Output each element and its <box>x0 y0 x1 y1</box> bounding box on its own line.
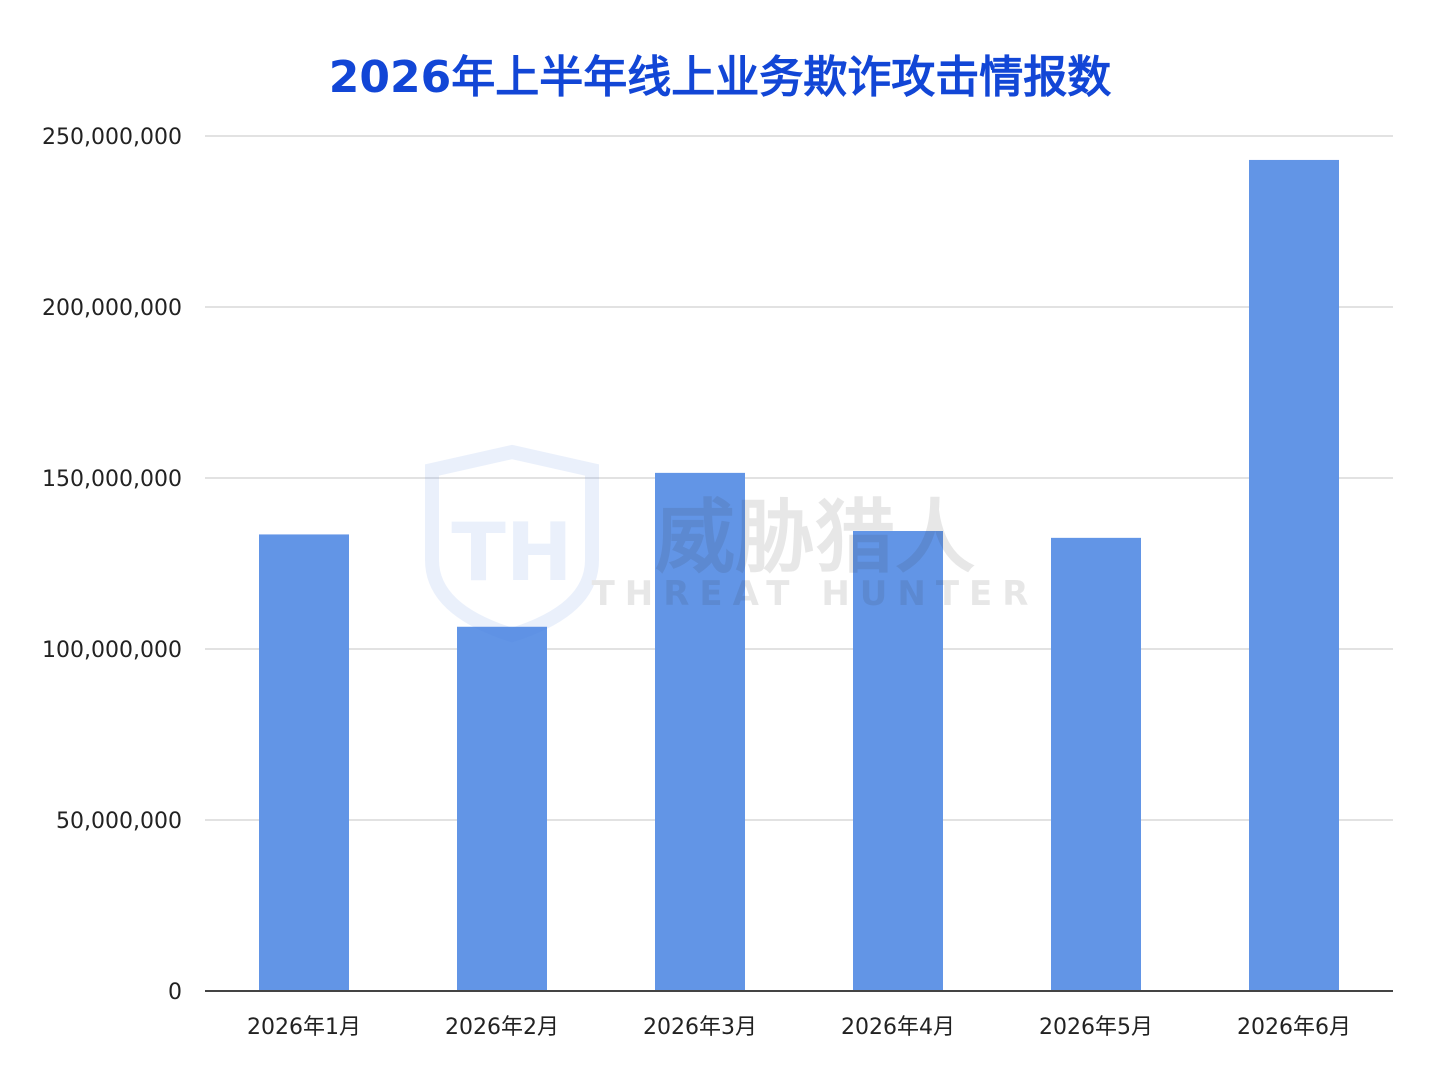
bar <box>655 472 745 991</box>
watermark-name-en: THREAT HUNTER <box>592 574 1039 614</box>
watermark-logo-letters: TH <box>451 506 573 599</box>
watermark-name-cn: 威胁猎人 <box>655 491 975 584</box>
x-tick-label: 2026年4月 <box>841 1015 955 1040</box>
bar <box>1051 537 1141 991</box>
bar <box>259 534 349 991</box>
x-tick-label: 2026年2月 <box>445 1015 559 1040</box>
y-tick-label: 50,000,000 <box>56 809 182 834</box>
bar <box>457 626 547 991</box>
y-tick-label: 200,000,000 <box>42 296 182 321</box>
chart-title: 2026年上半年线上业务欺诈攻击情报数 <box>329 52 1111 103</box>
shield-logo-icon <box>425 444 599 643</box>
x-axis-ticks: 2026年1月 2026年2月 2026年3月 2026年4月 2026年5月 2026年… <box>247 1015 1351 1040</box>
x-tick-label: 2026年5月 <box>1039 1015 1153 1040</box>
y-axis-ticks: 0 50,000,000 100,000,000 150,000,000 200,000… <box>42 125 182 1005</box>
y-tick-label: 150,000,000 <box>42 467 182 492</box>
y-tick-label: 250,000,000 <box>42 125 182 150</box>
bar <box>1249 159 1339 991</box>
y-tick-label: 0 <box>168 980 182 1005</box>
x-tick-label: 2026年1月 <box>247 1015 361 1040</box>
x-tick-label: 2026年6月 <box>1237 1015 1351 1040</box>
watermark: TH 威胁猎人 THREAT HUNTER <box>425 444 1039 643</box>
bars <box>259 159 1339 991</box>
bar <box>853 531 943 991</box>
y-tick-label: 100,000,000 <box>42 638 182 663</box>
gridlines <box>205 135 1393 821</box>
x-tick-label: 2026年3月 <box>643 1015 757 1040</box>
